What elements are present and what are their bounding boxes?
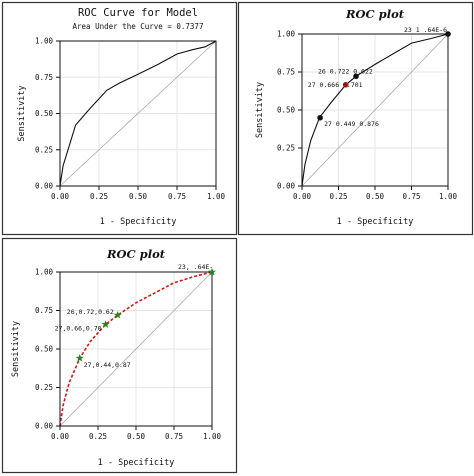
roc-point-marker [445,31,451,37]
roc-point-marker [353,73,359,80]
x-tick-label: 0.25 [89,432,107,441]
y-tick-label: 0.50 [277,106,296,115]
x-tick-label: 1.00 [439,192,458,201]
y-tick-label: 0.00 [35,422,54,431]
chart-title: ROC plot [345,7,405,21]
x-axis-label: 1 - Specificity [337,217,414,227]
x-axis-label: 1 - Specificity [98,458,175,468]
x-tick-label: 0.50 [366,192,385,201]
chart-panel-3: ROC plot 0.000.00 0.25 0.25 0.50 0.50 0.75 0.75… [1,237,238,474]
roc-point-label: 27 0.666 0.701 [308,81,363,89]
diagonal-reference-line [59,40,217,187]
diagonal-reference-line [301,33,449,187]
plot-area-frame [59,40,217,187]
x-tick-label: 0.50 [127,432,146,441]
y-tick-label: 1.00 [277,30,296,39]
y-axis-label: Sensitivity [255,82,265,138]
y-tick-label: 0.50 [35,109,54,118]
y-tick-label: 0.00 [35,182,54,191]
x-axis-label: 1 - Specificity [100,217,177,227]
chart-title: ROC plot [106,247,166,261]
roc-point-marker [343,81,349,88]
x-tick-label: 0.25 [329,192,347,201]
roc-point-label: 27 0.449 0.876 [324,120,379,128]
y-tick-label: 1.00 [35,268,54,277]
y-tick-label: 0.75 [277,68,295,77]
roc-curve [59,40,217,187]
chart-subtitle: Area Under the Curve = 0.7377 [73,22,204,31]
roc-point-marker [113,310,122,319]
x-tick-label: 0.75 [168,192,186,201]
y-axis-label: Sensitivity [17,85,27,141]
roc-point-marker [75,354,84,362]
y-tick-label: 0.75 [35,306,53,315]
roc-point-label: 23, .64E- [178,263,213,271]
plot-area-frame [59,271,213,427]
roc-point-label: 23 1 .64E-6 [404,26,447,34]
panel-frame [1,237,238,474]
y-tick-label: 0.25 [35,145,53,154]
roc-point-label: 27,0.66,0.70 [55,324,102,332]
x-tick-label: 0.50 [129,192,148,201]
roc-point-marker [101,320,110,328]
y-tick-label: 0.25 [277,144,295,153]
x-tick-label: 0.00 [51,432,70,441]
chart-title: ROC Curve for Model [78,7,198,19]
roc-point-label: 27,0.44,0.87 [84,361,131,369]
chart-panel-2: ROC plot 0.000.00 0.25 0.25 0.50 0.50 0.75 0.75… [237,1,474,236]
chart-panel-1: ROC Curve for Model Area Under the Curve … [1,1,238,236]
roc-point-label: 26,0.72,0.62 [67,308,114,316]
x-tick-label: 0.25 [90,192,108,201]
y-axis-label: Sensitivity [11,321,21,377]
y-tick-label: 0.50 [35,345,54,354]
x-tick-label: 1.00 [203,432,222,441]
x-tick-label: 0.75 [165,432,183,441]
x-tick-label: 0.00 [51,192,70,201]
diagonal-reference-line [59,271,213,427]
x-tick-label: 1.00 [207,192,226,201]
roc-point-label: 26 0.722 0.622 [318,67,373,75]
y-tick-label: 0.00 [277,182,296,191]
roc-point-marker [317,114,323,121]
roc-point-marker [208,267,216,276]
roc-curve [59,271,213,427]
y-tick-label: 0.25 [35,383,53,392]
plot-area-frame [301,33,449,187]
x-tick-label: 0.75 [402,192,420,201]
panel-frame [237,1,474,236]
y-tick-label: 1.00 [35,37,54,46]
x-tick-label: 0.00 [293,192,312,201]
y-tick-label: 0.75 [35,73,53,82]
